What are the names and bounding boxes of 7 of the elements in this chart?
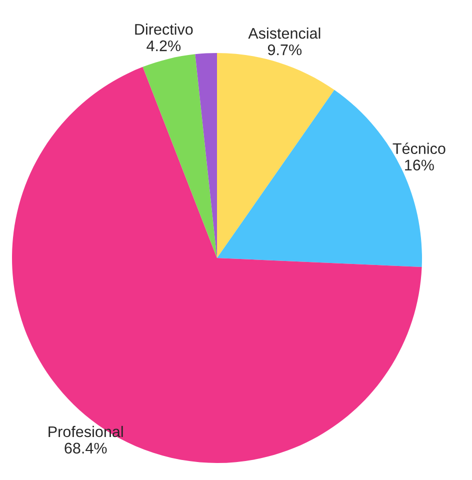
slice-label: Técnico (392, 142, 446, 154)
data-label: 16% (405, 160, 434, 170)
slice-label: Directivo (135, 24, 193, 35)
data-label: 68.4% (64, 442, 107, 454)
data-label: 9.7% (268, 44, 302, 56)
data-label: 4.2% (146, 40, 181, 52)
slice-label: Asistencial (248, 28, 320, 39)
